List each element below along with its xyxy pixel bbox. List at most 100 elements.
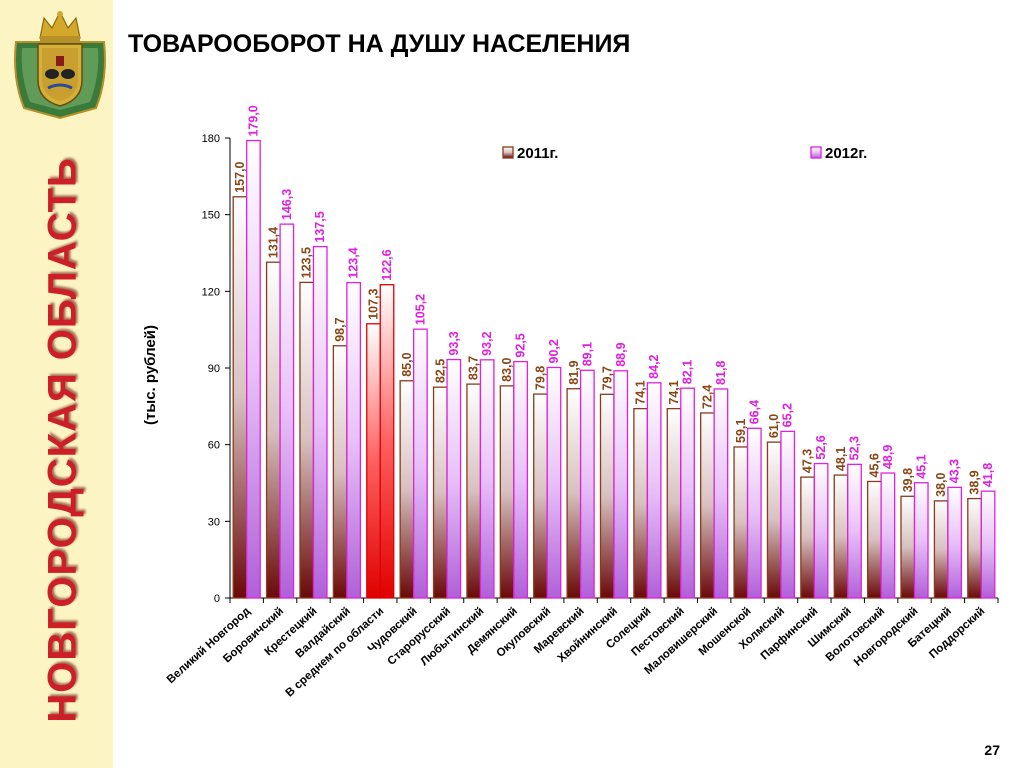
bar-2012 (813, 462, 829, 599)
bar-2011 (466, 383, 482, 599)
value-label-2011: 98,7 (333, 317, 347, 341)
bar-2011 (566, 388, 582, 599)
value-label-2012: 41,8 (981, 463, 995, 487)
value-label-2012: 122,6 (380, 249, 394, 280)
value-label-2011: 83,7 (467, 356, 481, 380)
bar-2011 (533, 393, 548, 599)
value-label-2012: 66,4 (747, 400, 761, 424)
bar-2011 (399, 380, 415, 599)
bar-2011 (432, 386, 448, 599)
legend-label: 2012г. (825, 145, 867, 162)
legend-label: 2011г. (517, 145, 558, 162)
value-label-2011: 39,8 (901, 468, 915, 492)
bar-2012 (947, 486, 963, 599)
x-tick-label: Волотовский (824, 605, 887, 664)
bar-2011 (900, 495, 916, 599)
bar-2011 (800, 476, 815, 599)
y-tick-label: 30 (208, 516, 220, 528)
value-label-2012: 90,2 (547, 339, 561, 363)
value-label-2012: 45,1 (914, 454, 928, 478)
x-tick-label: Хвойнинский (556, 605, 620, 665)
value-label-2011: 45,6 (867, 453, 881, 477)
value-label-2012: 82,1 (681, 360, 695, 384)
value-label-2012: 123,4 (347, 247, 361, 278)
legend-swatch (810, 146, 822, 159)
bar-2011 (967, 497, 982, 599)
bar-2011 (866, 480, 882, 599)
y-tick-label: 0 (214, 593, 220, 605)
value-label-2011: 74,1 (667, 380, 681, 404)
value-label-2012: 179,0 (246, 105, 260, 136)
bar-2011 (265, 261, 281, 599)
value-label-2011: 72,4 (700, 385, 714, 409)
value-label-2011: 59,1 (734, 419, 748, 443)
bar-2012 (880, 472, 896, 599)
bar-2012 (479, 359, 495, 599)
value-label-2012: 88,9 (614, 342, 628, 366)
bar-2012 (346, 281, 362, 599)
value-label-2011: 61,0 (767, 414, 781, 438)
bar-2011 (766, 441, 782, 599)
sidebar: НОВГОРОДСКАЯ ОБЛАСТЬ (0, 0, 113, 768)
bar-2011 (299, 281, 315, 599)
value-label-2012: 146,3 (280, 189, 294, 220)
bar-2012 (312, 245, 328, 599)
value-label-2011: 47,3 (801, 449, 815, 473)
bar-2012 (413, 328, 428, 599)
value-label-2011: 85,0 (400, 352, 414, 376)
y-tick-label: 60 (208, 440, 220, 452)
bar-2011 (700, 412, 715, 599)
bar-2012 (379, 284, 395, 599)
bar-2012 (680, 387, 695, 599)
value-label-2012: 48,9 (881, 445, 895, 469)
value-label-2011: 38,9 (968, 470, 982, 494)
page-number: 27 (984, 742, 1000, 758)
bar-2012 (847, 463, 862, 599)
legend-item-2012: 2012г. (810, 145, 867, 162)
y-tick-label: 90 (208, 363, 220, 375)
value-label-2011: 79,8 (533, 366, 547, 390)
bar-2011 (366, 323, 381, 599)
bar-2012 (279, 223, 295, 599)
bar-2011 (499, 385, 515, 599)
value-label-2012: 92,5 (514, 333, 528, 357)
bar-2012 (579, 369, 595, 599)
value-label-2011: 83,0 (500, 358, 514, 382)
bar-2011 (332, 345, 348, 599)
y-tick-label: 180 (202, 133, 220, 145)
bar-2011 (666, 407, 682, 599)
bar-2011 (733, 446, 749, 599)
legend-item-2011: 2011г. (502, 145, 558, 162)
value-label-2011: 79,7 (600, 366, 614, 390)
y-tick-label: 120 (202, 286, 220, 298)
bar-2012 (713, 388, 729, 599)
value-label-2011: 157,0 (233, 161, 247, 192)
value-label-2011: 82,5 (433, 359, 447, 383)
bar-2012 (780, 430, 796, 599)
bar-2011 (833, 474, 849, 599)
value-label-2012: 65,2 (781, 403, 795, 427)
value-label-2012: 93,3 (447, 331, 461, 355)
bar-2011 (232, 196, 248, 599)
value-label-2012: 105,2 (413, 294, 427, 325)
bar-2011 (933, 500, 949, 599)
value-label-2011: 107,3 (367, 288, 381, 319)
bar-2012 (646, 382, 662, 599)
value-label-2011: 38,0 (934, 473, 948, 497)
bar-2011 (599, 393, 615, 599)
value-label-2012: 89,1 (580, 342, 594, 366)
bar-2012 (980, 490, 996, 599)
coat-of-arms-icon (14, 10, 106, 120)
value-label-2011: 131,4 (266, 227, 280, 258)
bar-2012 (513, 360, 528, 599)
bar-2012 (913, 482, 929, 599)
legend-swatch (502, 146, 514, 159)
page-title: ТОВАРООБОРОТ НА ДУШУ НАСЕЛЕНИЯ (128, 30, 631, 58)
value-label-2011: 74,1 (634, 380, 648, 404)
bar-2012 (613, 370, 629, 599)
y-tick-label: 150 (202, 210, 220, 222)
x-tick-label: Боровичский (221, 605, 286, 665)
bar-2012 (746, 427, 762, 599)
